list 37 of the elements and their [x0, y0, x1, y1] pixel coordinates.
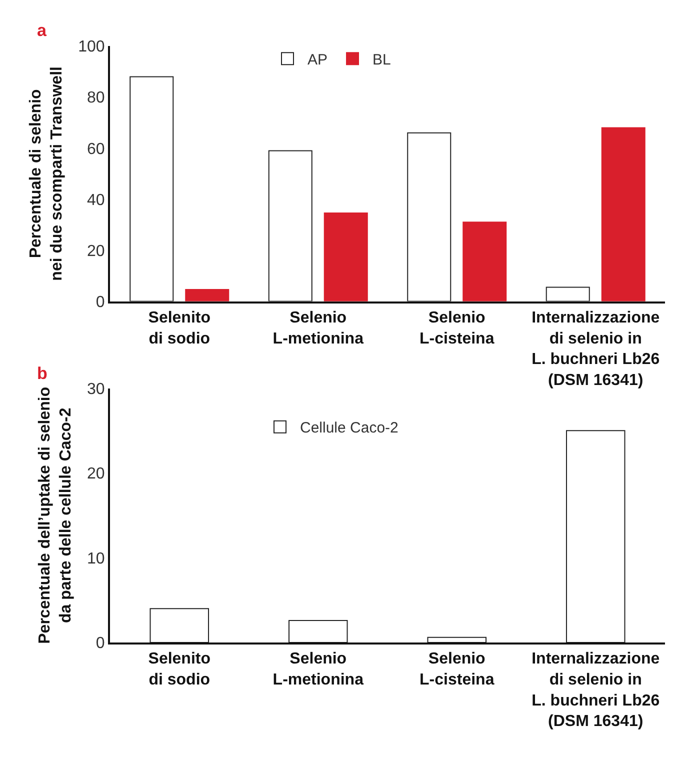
bar [407, 132, 452, 302]
bar [462, 222, 507, 302]
x-tick-label: Selenio L-cisteina [420, 309, 494, 348]
bar [185, 289, 230, 302]
y-tick-label: 20 [87, 466, 105, 483]
y-tick-label: 40 [87, 192, 105, 209]
x-tick-label: Internalizzazione di selenio in L. buchneri Lb26 (DSM 16341) [532, 650, 660, 730]
y-axis-title: Percentuale di selenio nei due scomparti Transwell [28, 66, 66, 281]
bar [427, 636, 487, 642]
y-tick-label: 20 [87, 242, 105, 260]
y-tick-label: 60 [87, 140, 105, 158]
y-tick-label: 0 [96, 294, 105, 311]
bar [268, 150, 312, 302]
legend-label: AP [308, 51, 328, 68]
text: b [37, 364, 48, 383]
text: a [37, 21, 47, 40]
bar [601, 127, 646, 302]
bar [150, 608, 210, 642]
x-tick-label: Internalizzazione di selenio in L. buchneri Lb26 (DSM 16341) [532, 309, 660, 389]
bar [324, 212, 368, 302]
x-tick-label: Selenio L-metionina [272, 309, 364, 348]
legend-label: BL [372, 51, 391, 68]
y-tick-label: 10 [87, 550, 105, 568]
y-tick-label: 100 [78, 38, 105, 56]
x-tick-label: Selenito di sodio [148, 650, 211, 688]
bar [546, 286, 590, 302]
y-tick-label: 0 [96, 635, 105, 652]
x-tick-label: Selenio L-metionina [272, 650, 364, 688]
bar [288, 620, 348, 642]
legend-label: Cellule Caco-2 [300, 420, 398, 437]
x-tick-label: Selenio L-cisteina [420, 650, 494, 688]
bar [566, 430, 626, 642]
y-axis-title: Percentuale dell’uptake di selenio da parte delle cellule Caco-2 [36, 386, 74, 644]
y-tick-label: 80 [87, 90, 105, 107]
x-tick-label: Selenito di sodio [148, 309, 211, 348]
bar [130, 76, 174, 302]
y-tick-label: 30 [87, 380, 105, 398]
